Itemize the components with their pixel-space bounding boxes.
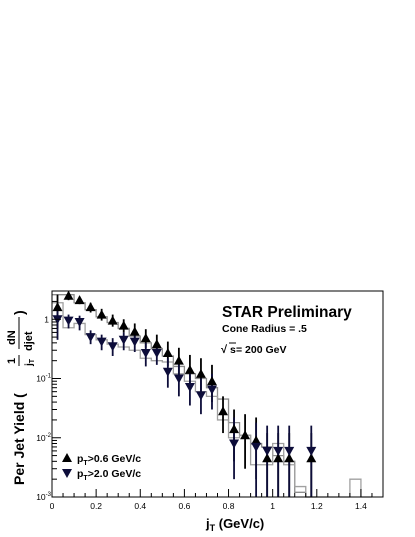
y-axis-label-frac-den-j: jT <box>24 358 36 367</box>
y-axis-label: Per Jet Yield ( 1 jT dN djet ) <box>6 310 36 485</box>
marker-s1-16 <box>218 406 229 416</box>
marker-s1-6 <box>107 315 118 325</box>
marker-s2-6 <box>107 342 118 352</box>
marker-s2-9 <box>140 348 151 358</box>
energy-value: = 200 GeV <box>236 344 287 356</box>
marker-s2-2 <box>63 316 74 326</box>
y-tick-label-0: 1 <box>44 314 49 324</box>
marker-s1-20 <box>262 453 273 463</box>
marker-s2-3 <box>74 317 85 327</box>
x-tick-label-3: 0.6 <box>178 501 190 511</box>
marker-s2-20 <box>284 446 295 456</box>
marker-s2-11 <box>162 367 173 377</box>
marker-s1-12 <box>173 355 184 365</box>
marker-s1-13 <box>184 364 195 374</box>
sqrt-symbol: √ <box>221 344 228 356</box>
marker-s1-4 <box>85 302 96 312</box>
energy-s: s <box>230 344 236 356</box>
annotation-energy: √ s = 200 GeV <box>221 342 287 356</box>
marker-s2-5 <box>96 337 107 347</box>
marker-s1-17 <box>229 424 240 434</box>
x-axis-label: jT (GeV/c) <box>205 516 264 533</box>
marker-s2-16 <box>229 439 240 449</box>
marker-s1-2 <box>63 290 74 300</box>
y-axis-label-main: Per Jet Yield ( <box>11 393 27 485</box>
marker-s1-21 <box>273 453 284 463</box>
marker-s2-18 <box>262 446 273 456</box>
marker-s1-1 <box>52 302 63 312</box>
marker-s2-14 <box>195 391 206 401</box>
x-tick-label-0: 0 <box>50 501 55 511</box>
marker-s1-9 <box>140 333 151 343</box>
y-axis-label-close: ) <box>11 310 27 315</box>
x-tick-label-1: 0.2 <box>90 501 102 511</box>
y-tick-label-1: 10-1 <box>36 374 51 384</box>
legend: pT>0.6 GeV/cpT>2.0 GeV/c <box>62 453 141 482</box>
marker-s1-14 <box>195 368 206 378</box>
x-axis-label-unit: (GeV/c) <box>215 516 264 531</box>
x-axis-label-sub: T <box>210 523 216 533</box>
marker-s2-10 <box>151 348 162 358</box>
marker-s1-11 <box>162 347 173 357</box>
y-axis-label-frac-num: dN <box>6 330 18 345</box>
annotation-cone-radius: Cone Radius = .5 <box>222 323 307 335</box>
y-tick-label-2: 10-2 <box>36 433 51 443</box>
y-axis-label-frac-den: djet <box>23 331 35 351</box>
x-tick-label-6: 1.2 <box>311 501 323 511</box>
marker-s1-19 <box>251 435 262 445</box>
marker-s2-8 <box>129 337 140 347</box>
legend-marker-2 <box>62 469 72 478</box>
marker-s1-22 <box>284 453 295 463</box>
x-tick-label-5: 1 <box>270 501 275 511</box>
legend-marker-1 <box>62 453 72 462</box>
annotation-title: STAR Preliminary <box>222 304 352 321</box>
x-axis-label-j: j <box>205 516 210 531</box>
marker-s2-19 <box>273 446 284 456</box>
marker-s1-23 <box>306 453 317 463</box>
marker-s2-21 <box>306 446 317 456</box>
x-tick-label-7: 1.4 <box>355 501 367 511</box>
marker-s1-7 <box>118 320 129 330</box>
tick-layer: 0 0.2 0.4 0.6 0.8 1 1.2 1.4 1 10-1 10-2 10-3 <box>36 290 373 511</box>
y-axis-label-frac-one: 1 <box>6 358 18 364</box>
marker-s1-3 <box>74 295 85 305</box>
marker-s2-4 <box>85 333 96 343</box>
marker-s2-17 <box>251 442 262 452</box>
marker-s1-10 <box>151 339 162 349</box>
marker-s1-18 <box>240 430 251 440</box>
marker-s2-13 <box>184 382 195 392</box>
x-tick-label-4: 0.8 <box>223 501 235 511</box>
legend-label-2: pT>2.0 GeV/c <box>77 468 141 482</box>
marker-s1-15 <box>206 376 217 386</box>
x-tick-label-2: 0.4 <box>134 501 146 511</box>
marker-layer <box>52 290 317 463</box>
marker-s2-15 <box>206 385 217 395</box>
marker-s2-7 <box>118 335 129 345</box>
marker-s1-8 <box>129 326 140 336</box>
marker-s1-5 <box>96 309 107 319</box>
marker-s2-12 <box>173 374 184 384</box>
legend-label-1: pT>0.6 GeV/c <box>77 453 141 467</box>
y-tick-label-3: 10-3 <box>36 492 51 502</box>
